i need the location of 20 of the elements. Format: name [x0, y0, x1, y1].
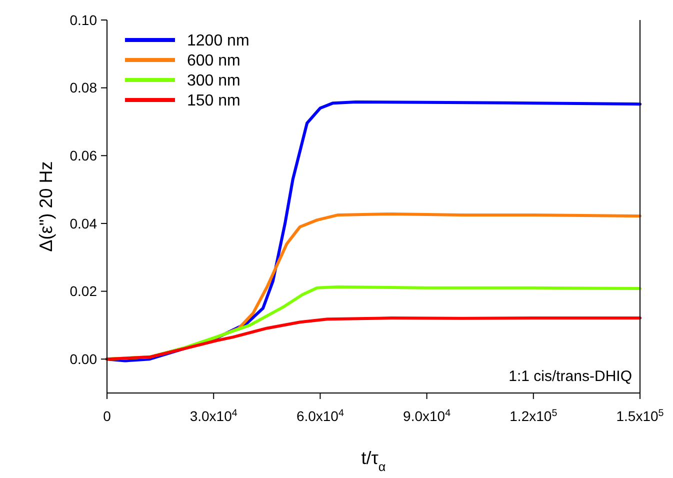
line-series	[106, 316, 642, 361]
x-tick-label: 3.0x10$^{4}$	[190, 408, 238, 424]
y-tick-label: 0.02	[70, 283, 98, 300]
y-axis-title: Δ(ε") 20 Hz	[36, 161, 56, 252]
y-tick-label: 0.00	[70, 350, 98, 367]
legend-label: 300 nm	[187, 72, 240, 90]
x-tick-label: 1.2x10$^{5}$	[510, 408, 558, 424]
y-tick-label: 0.06	[70, 148, 98, 164]
y-tick-label: 0.04	[70, 215, 98, 232]
x-tick-label: 9.0x10$^{4}$	[403, 408, 452, 424]
annotation: 1:1 cis/trans-DHIQ	[508, 368, 632, 385]
x-axis-title: t/τ$_{α}$	[361, 448, 386, 474]
x-tick-label: 0	[103, 408, 112, 424]
legend-label: 150 nm	[187, 92, 240, 110]
y-tick-label: 0.08	[70, 80, 98, 96]
y-tick-label: 0.10	[70, 12, 98, 28]
x-tick-label: 1.5x10$^{5}$	[616, 408, 664, 424]
x-tick-label: 6.0x10$^{4}$	[296, 408, 344, 424]
legend-label: 600 nm	[187, 52, 240, 70]
legend-label: 1200 nm	[187, 32, 250, 50]
